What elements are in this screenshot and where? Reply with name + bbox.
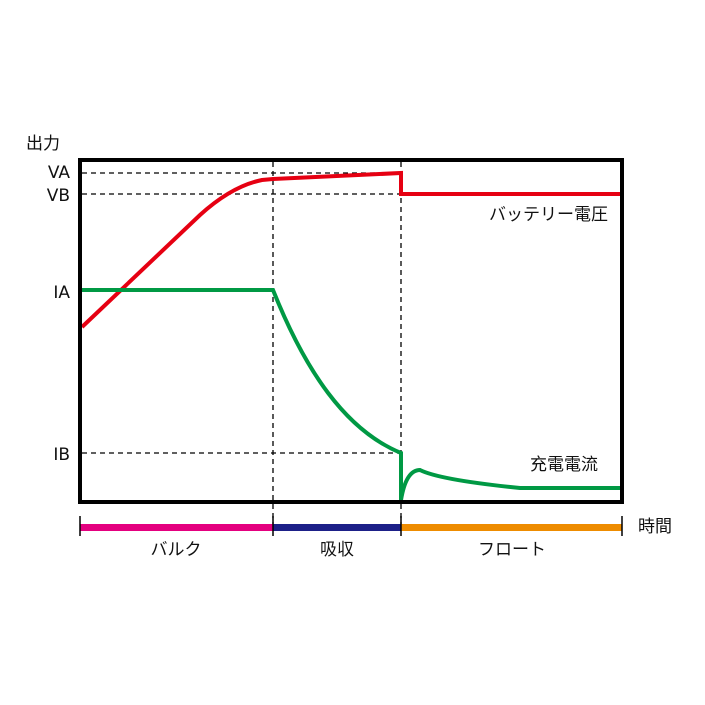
phase-label: フロート: [478, 540, 546, 560]
phase-label: バルク: [151, 540, 202, 560]
bulk-bar: [80, 524, 273, 531]
level-label: IA: [53, 283, 70, 303]
plot-frame: [78, 158, 624, 504]
curve-label: バッテリー電圧: [489, 205, 608, 225]
level-label: VA: [48, 163, 71, 183]
phase-label: 吸収: [320, 540, 354, 560]
absorption-bar: [273, 524, 401, 531]
phase-ticks: [79, 516, 623, 536]
current-curve: [82, 288, 620, 501]
y-axis-label: 出力: [26, 134, 60, 154]
float-bar: [401, 524, 622, 531]
level-label: IB: [53, 445, 70, 465]
level-label: VB: [47, 186, 70, 206]
voltage-curve: [80, 170, 620, 329]
curve-label: 充電電流: [530, 455, 598, 475]
x-axis-label: 時間: [638, 517, 672, 537]
